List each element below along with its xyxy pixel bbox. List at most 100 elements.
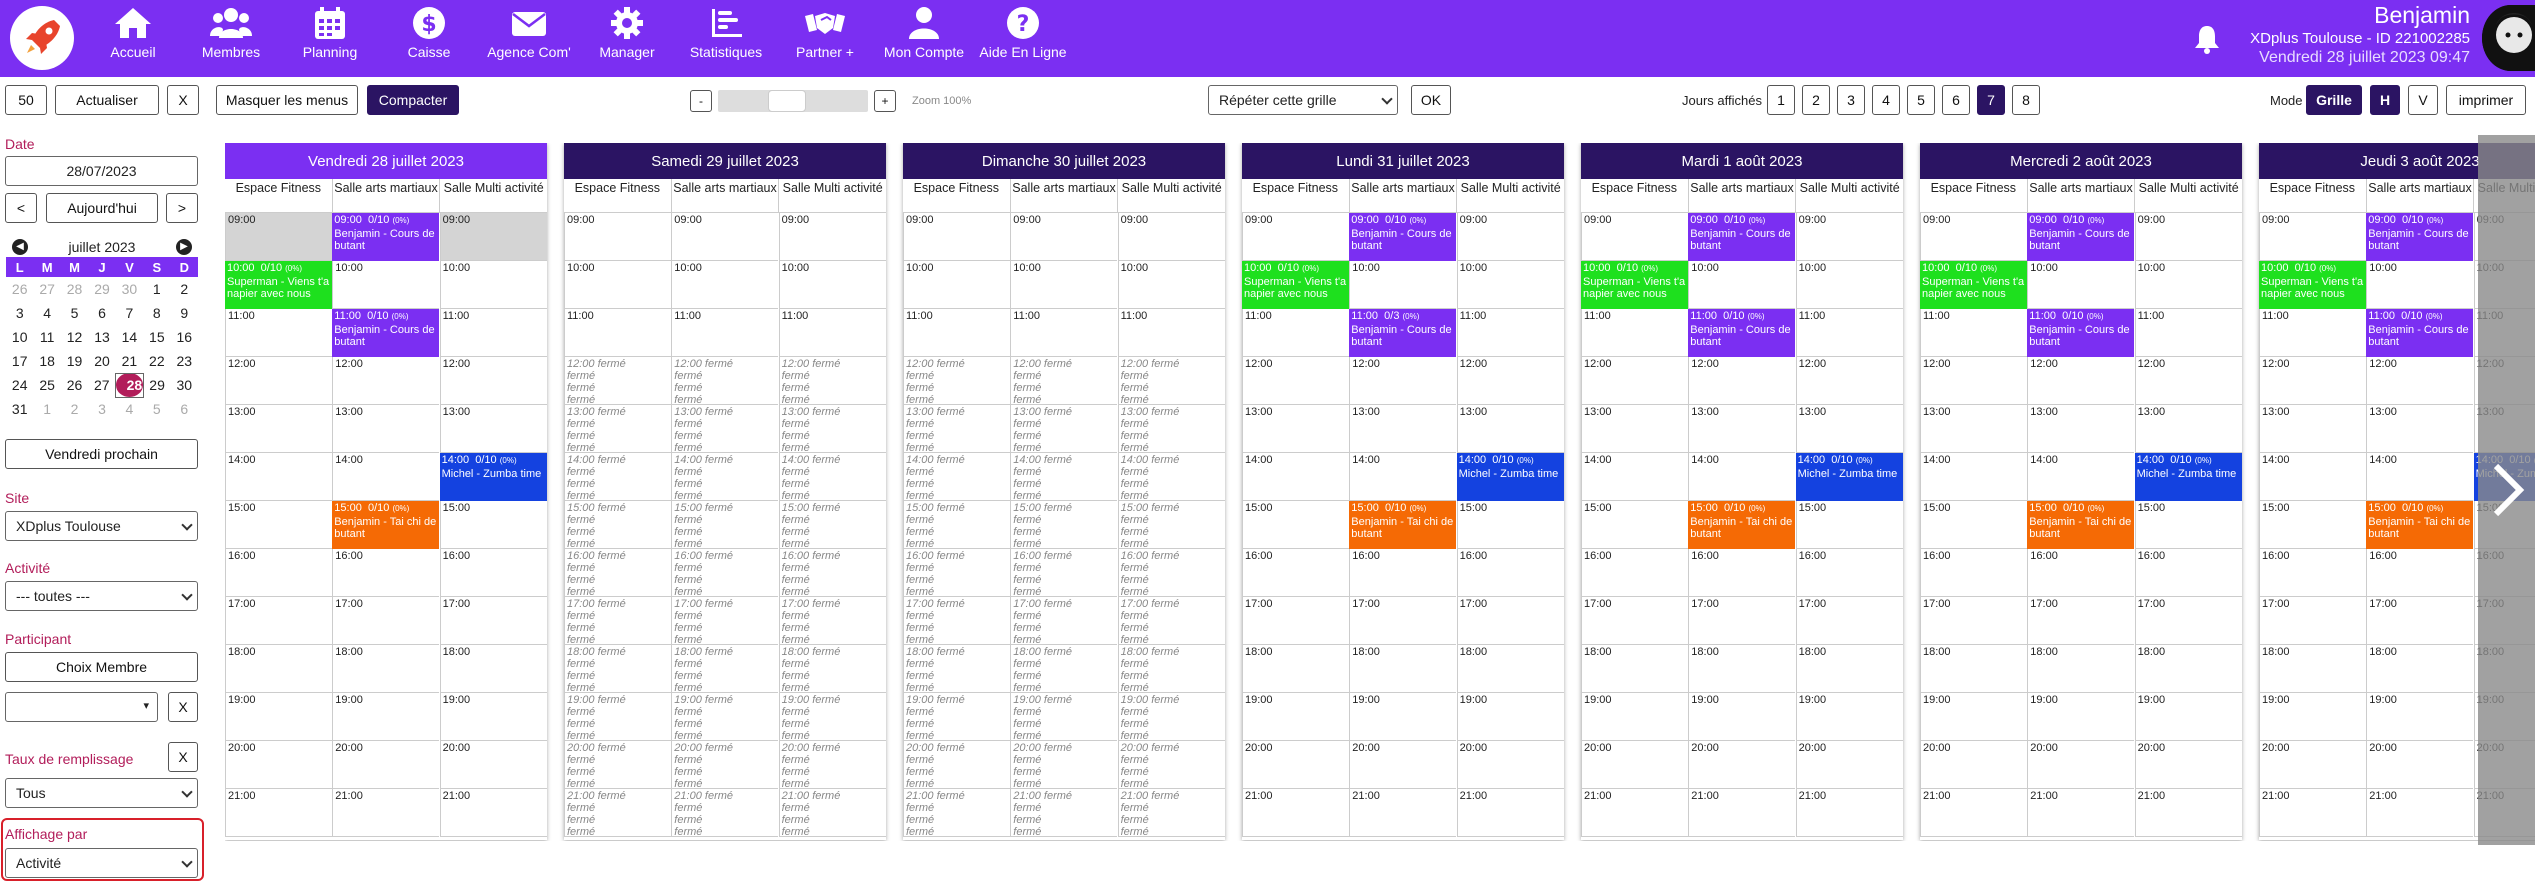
time-slot[interactable]: 11:00 — [1795, 309, 1903, 357]
time-slot[interactable]: 18:00 — [2134, 645, 2242, 693]
calendar-day[interactable]: 22 — [149, 353, 165, 369]
chevron-right-icon[interactable] — [2488, 460, 2528, 525]
time-slot[interactable]: 17:00 — [1795, 597, 1903, 645]
day-header[interactable]: Vendredi 28 juillet 2023 — [225, 143, 547, 179]
time-slot[interactable]: 15:00 — [1456, 501, 1564, 549]
day-header[interactable]: Samedi 29 juillet 2023 — [564, 143, 886, 179]
time-slot[interactable]: 09:00 — [1795, 213, 1903, 261]
time-slot[interactable]: 18:00 — [1688, 645, 1796, 693]
time-slot[interactable]: 16:00 — [1349, 549, 1457, 597]
zoom-slider-thumb[interactable] — [768, 90, 806, 112]
time-slot[interactable]: 19:00 — [2259, 693, 2366, 741]
class-event[interactable]: 09:00 0/10 (0%) Benjamin - Cours de butan… — [1349, 213, 1457, 261]
site-select[interactable]: XDplus Toulouse — [5, 511, 198, 541]
days-shown-3-button[interactable]: 3 — [1837, 85, 1865, 115]
time-slot[interactable]: 20:00 — [2259, 741, 2366, 789]
time-slot[interactable]: 20:00 — [1242, 741, 1349, 789]
time-slot[interactable]: 11:00 — [1242, 309, 1349, 357]
closed-slot[interactable]: 15:00 fermé fermé fermé fermé — [671, 501, 779, 549]
time-slot[interactable]: 09:00 — [1581, 213, 1688, 261]
closed-slot[interactable]: 19:00 fermé fermé fermé fermé — [671, 693, 779, 741]
day-header[interactable]: Lundi 31 juillet 2023 — [1242, 143, 1564, 179]
closed-slot[interactable]: 19:00 fermé fermé fermé fermé — [903, 693, 1010, 741]
class-event[interactable]: 10:00 0/10 (0%) Superman - Viens t'a napi… — [2259, 261, 2366, 309]
time-slot[interactable]: 14:00 — [1242, 453, 1349, 501]
closed-slot[interactable]: 13:00 fermé fermé fermé fermé — [1010, 405, 1118, 453]
time-slot[interactable]: 16:00 — [1688, 549, 1796, 597]
class-event[interactable]: 10:00 0/10 (0%) Superman - Viens t'a napi… — [1242, 261, 1349, 309]
calendar-day[interactable]: 16 — [176, 329, 193, 345]
time-slot[interactable]: 18:00 — [1456, 645, 1564, 693]
time-slot[interactable]: 18:00 — [1581, 645, 1688, 693]
time-slot[interactable]: 18:00 — [2027, 645, 2135, 693]
time-slot[interactable]: 19:00 — [2366, 693, 2474, 741]
mode-h-button[interactable]: H — [2370, 85, 2400, 115]
date-input[interactable]: 28/07/2023 — [5, 156, 198, 186]
calendar-day[interactable]: 14 — [121, 329, 138, 345]
prev-day-button[interactable]: < — [5, 193, 37, 223]
closed-slot[interactable]: 13:00 fermé fermé fermé fermé — [1117, 405, 1225, 453]
closed-slot[interactable]: 15:00 fermé fermé fermé fermé — [1117, 501, 1225, 549]
closed-slot[interactable]: 20:00 fermé fermé fermé fermé — [564, 741, 671, 789]
time-slot[interactable]: 09:00 — [225, 213, 332, 261]
calendar-day[interactable]: 1 — [43, 401, 52, 417]
time-slot[interactable]: 11:00 — [1456, 309, 1564, 357]
closed-slot[interactable]: 15:00 fermé fermé fermé fermé — [1010, 501, 1118, 549]
time-slot[interactable]: 20:00 — [2027, 741, 2135, 789]
next-month-icon[interactable]: ▶ — [176, 239, 192, 255]
class-event[interactable]: 09:00 0/10 (0%) Benjamin - Cours de butan… — [332, 213, 440, 261]
calendar-day[interactable]: 15 — [149, 329, 165, 345]
time-slot[interactable]: 20:00 — [1456, 741, 1564, 789]
time-slot[interactable]: 14:00 — [1920, 453, 2027, 501]
time-slot[interactable]: 16:00 — [225, 549, 332, 597]
time-slot[interactable]: 19:00 — [2027, 693, 2135, 741]
calendar-day[interactable]: 21 — [121, 352, 138, 369]
time-slot[interactable]: 17:00 — [2259, 597, 2366, 645]
time-slot[interactable]: 11:00 — [439, 309, 547, 357]
time-slot[interactable]: 09:00 — [1117, 213, 1225, 261]
time-slot[interactable]: 11:00 — [671, 309, 779, 357]
nav-manager[interactable]: Manager — [572, 0, 682, 77]
time-slot[interactable]: 10:00 — [1456, 261, 1564, 309]
user-name[interactable]: Benjamin — [2374, 2, 2470, 28]
time-slot[interactable]: 17:00 — [1349, 597, 1457, 645]
zoom-out-button[interactable]: - — [690, 90, 712, 112]
closed-slot[interactable]: 18:00 fermé fermé fermé fermé — [564, 645, 671, 693]
activity-select[interactable]: --- toutes --- — [5, 581, 198, 611]
time-slot[interactable]: 13:00 — [1581, 405, 1688, 453]
time-slot[interactable]: 17:00 — [2027, 597, 2135, 645]
class-event[interactable]: 15:00 0/10 (0%) Benjamin - Tai chi de but… — [2027, 501, 2135, 549]
closed-slot[interactable]: 17:00 fermé fermé fermé fermé — [671, 597, 779, 645]
time-slot[interactable]: 20:00 — [332, 741, 440, 789]
time-slot[interactable]: 16:00 — [2366, 549, 2474, 597]
time-slot[interactable]: 18:00 — [225, 645, 332, 693]
day-header[interactable]: Mardi 1 août 2023 — [1581, 143, 1903, 179]
calendar-day[interactable]: 1 — [152, 281, 161, 297]
days-shown-2-button[interactable]: 2 — [1802, 85, 1830, 115]
display-by-select[interactable]: Activité — [5, 848, 198, 878]
time-slot[interactable]: 10:00 — [2366, 261, 2474, 309]
time-slot[interactable]: 17:00 — [2366, 597, 2474, 645]
closed-slot[interactable]: 20:00 fermé fermé fermé fermé — [1117, 741, 1225, 789]
time-slot[interactable]: 16:00 — [1456, 549, 1564, 597]
time-slot[interactable]: 13:00 — [2259, 405, 2366, 453]
calendar-day[interactable]: 13 — [94, 329, 110, 345]
closed-slot[interactable]: 13:00 fermé fermé fermé fermé — [778, 405, 886, 453]
time-slot[interactable]: 09:00 — [1242, 213, 1349, 261]
calendar-day[interactable]: 4 — [125, 401, 134, 418]
time-slot[interactable]: 13:00 — [2366, 405, 2474, 453]
closed-slot[interactable]: 12:00 fermé fermé fermé fermé — [671, 357, 779, 405]
time-slot[interactable]: 10:00 — [671, 261, 779, 309]
time-slot[interactable]: 16:00 — [2027, 549, 2135, 597]
closed-slot[interactable]: 19:00 fermé fermé fermé fermé — [1117, 693, 1225, 741]
closed-slot[interactable]: 20:00 fermé fermé fermé fermé — [1010, 741, 1118, 789]
days-shown-5-button[interactable]: 5 — [1907, 85, 1935, 115]
next-days-overlay[interactable] — [2478, 135, 2535, 845]
closed-slot[interactable]: 18:00 fermé fermé fermé fermé — [671, 645, 779, 693]
app-logo[interactable] — [10, 6, 74, 70]
calendar-day[interactable]: 8 — [152, 305, 161, 321]
time-slot[interactable]: 12:00 — [332, 357, 440, 405]
time-slot[interactable]: 16:00 — [1242, 549, 1349, 597]
closed-slot[interactable]: 12:00 fermé fermé fermé fermé — [903, 357, 1010, 405]
closed-slot[interactable]: 16:00 fermé fermé fermé fermé — [778, 549, 886, 597]
